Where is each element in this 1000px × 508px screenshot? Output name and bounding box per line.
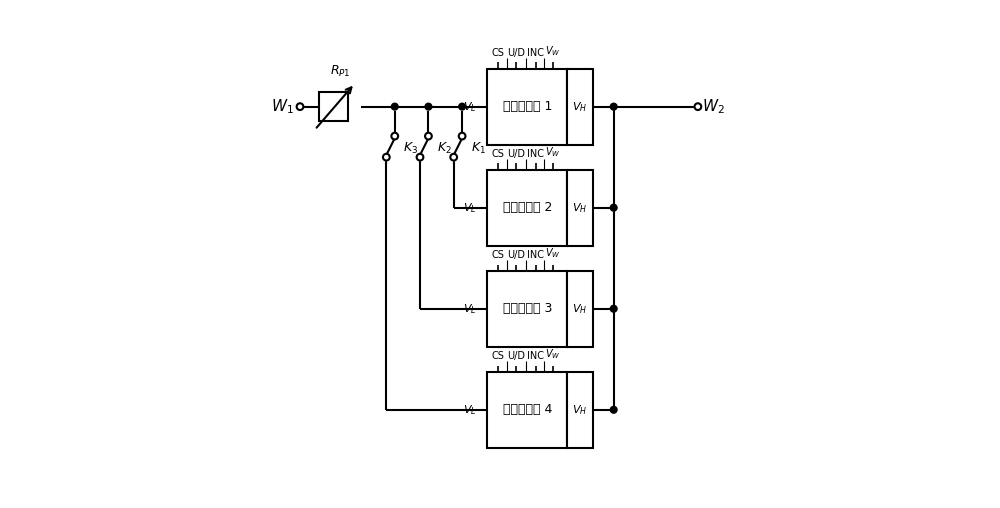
Text: $V_W$: $V_W$ (545, 246, 560, 260)
Text: U/D: U/D (507, 48, 525, 58)
Text: 数字电位器 3: 数字电位器 3 (503, 302, 552, 315)
Bar (487, 271, 567, 346)
Circle shape (425, 103, 432, 110)
Circle shape (459, 103, 465, 110)
Text: $W_1$: $W_1$ (271, 98, 294, 116)
Text: $V_L$: $V_L$ (463, 201, 477, 214)
Text: $V_H$: $V_H$ (572, 100, 588, 114)
Text: $V_H$: $V_H$ (572, 403, 588, 417)
Text: $V_L$: $V_L$ (463, 100, 477, 114)
Circle shape (391, 133, 398, 140)
Text: $V_W$: $V_W$ (545, 44, 560, 58)
Text: $W_2$: $W_2$ (702, 98, 725, 116)
Circle shape (610, 204, 617, 211)
Text: 数字电位器 2: 数字电位器 2 (503, 201, 552, 214)
Circle shape (297, 103, 303, 110)
Text: U/D: U/D (507, 149, 525, 160)
Text: CS: CS (491, 149, 504, 160)
Bar (487, 69, 567, 145)
Bar (567, 271, 593, 346)
Text: $V_W$: $V_W$ (545, 145, 560, 160)
Text: $R_{P1}$: $R_{P1}$ (330, 64, 350, 79)
Text: $K_1$: $K_1$ (471, 141, 485, 156)
Bar (487, 372, 567, 448)
Text: $V_L$: $V_L$ (463, 403, 477, 417)
Circle shape (417, 154, 423, 161)
Circle shape (610, 406, 617, 413)
Text: $K_2$: $K_2$ (437, 141, 452, 156)
Bar (567, 372, 593, 448)
Text: CS: CS (491, 48, 504, 58)
Text: INC: INC (527, 250, 544, 260)
Circle shape (383, 154, 390, 161)
Circle shape (610, 305, 617, 312)
Bar (567, 170, 593, 245)
Text: CS: CS (491, 352, 504, 361)
Text: CS: CS (491, 250, 504, 260)
Text: U/D: U/D (507, 250, 525, 260)
Circle shape (391, 103, 398, 110)
Circle shape (450, 154, 457, 161)
Bar (567, 69, 593, 145)
Text: 数字电位器 4: 数字电位器 4 (503, 403, 552, 416)
Circle shape (425, 133, 432, 140)
Text: INC: INC (527, 48, 544, 58)
Circle shape (695, 103, 701, 110)
Text: $V_W$: $V_W$ (545, 347, 560, 361)
Text: $K_3$: $K_3$ (403, 141, 418, 156)
Bar (487, 170, 567, 245)
Text: $V_H$: $V_H$ (572, 201, 588, 214)
Text: $V_L$: $V_L$ (463, 302, 477, 315)
Text: INC: INC (527, 149, 544, 160)
Text: U/D: U/D (507, 352, 525, 361)
Circle shape (459, 133, 465, 140)
Text: $V_H$: $V_H$ (572, 302, 588, 315)
Bar (319, 92, 348, 121)
Circle shape (610, 103, 617, 110)
Text: INC: INC (527, 352, 544, 361)
Text: 数字电位器 1: 数字电位器 1 (503, 100, 552, 113)
